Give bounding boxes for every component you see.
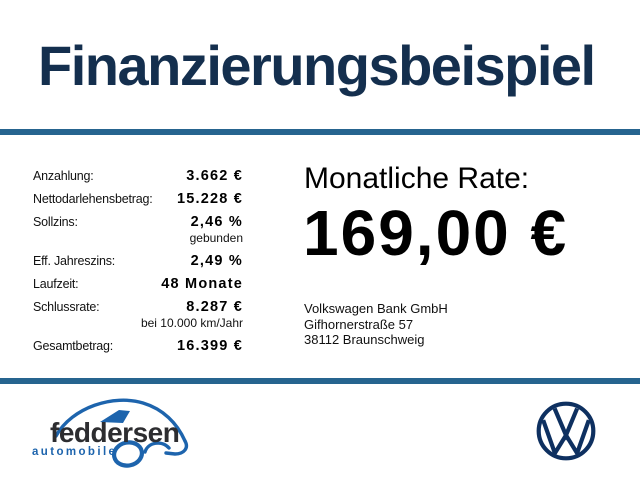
finance-row-schlussrate: Schlussrate: 8.287 € bei 10.000 km/Jahr <box>33 299 243 331</box>
finance-value: 16.399 € <box>176 338 243 354</box>
dealer-logo: feddersen automobile <box>32 398 189 468</box>
bank-name: Volkswagen Bank GmbH <box>304 301 448 316</box>
volkswagen-logo-icon <box>536 401 596 461</box>
monthly-rate-amount: 169,00 € <box>303 197 569 269</box>
divider-bottom <box>0 378 640 384</box>
monthly-rate-label: Monatliche Rate: <box>304 162 530 195</box>
bank-address: Volkswagen Bank GmbH Gifhornerstraße 57 … <box>304 301 448 348</box>
finance-table: Anzahlung: 3.662 € Nettodarlehensbetrag:… <box>33 168 243 361</box>
finance-label: Schlussrate: <box>33 300 100 314</box>
car-outline-icon <box>54 398 189 468</box>
finance-row-laufzeit: Laufzeit: 48 Monate <box>33 276 243 292</box>
finance-label: Eff. Jahreszins: <box>33 254 116 268</box>
finance-row-sollzins: Sollzins: 2,46 % gebunden <box>33 214 243 246</box>
bank-city: 38112 Braunschweig <box>304 332 425 347</box>
bank-street: Gifhornerstraße 57 <box>304 316 414 332</box>
finance-value: 48 Monate <box>161 276 243 292</box>
finance-row-gesamtbetrag: Gesamtbetrag: 16.399 € <box>33 338 243 354</box>
finance-label: Laufzeit: <box>33 277 79 291</box>
finance-value: 15.228 € <box>176 191 243 207</box>
dealer-subtitle: automobile <box>32 446 117 458</box>
finance-value: 2,46 % <box>190 214 243 230</box>
finance-row-eff-jahreszins: Eff. Jahreszins: 2,49 % <box>33 253 243 269</box>
finance-note: gebunden <box>189 231 243 245</box>
finance-label: Anzahlung: <box>33 169 94 183</box>
finance-label: Sollzins: <box>33 215 78 229</box>
finance-row-nettodarlehensbetrag: Nettodarlehensbetrag: 15.228 € <box>33 191 243 207</box>
finance-row-anzahlung: Anzahlung: 3.662 € <box>33 168 243 184</box>
dealer-name: feddersen <box>50 417 179 448</box>
finance-note: bei 10.000 km/Jahr <box>140 316 243 330</box>
finance-value: 8.287 € <box>186 299 243 315</box>
page-title: Finanzierungsbeispiel <box>38 34 596 97</box>
finance-value: 3.662 € <box>186 168 243 184</box>
finance-label: Nettodarlehensbetrag: <box>33 192 153 206</box>
finance-label: Gesamtbetrag: <box>33 339 114 353</box>
divider-top <box>0 129 640 135</box>
finance-value: 2,49 % <box>190 253 243 269</box>
